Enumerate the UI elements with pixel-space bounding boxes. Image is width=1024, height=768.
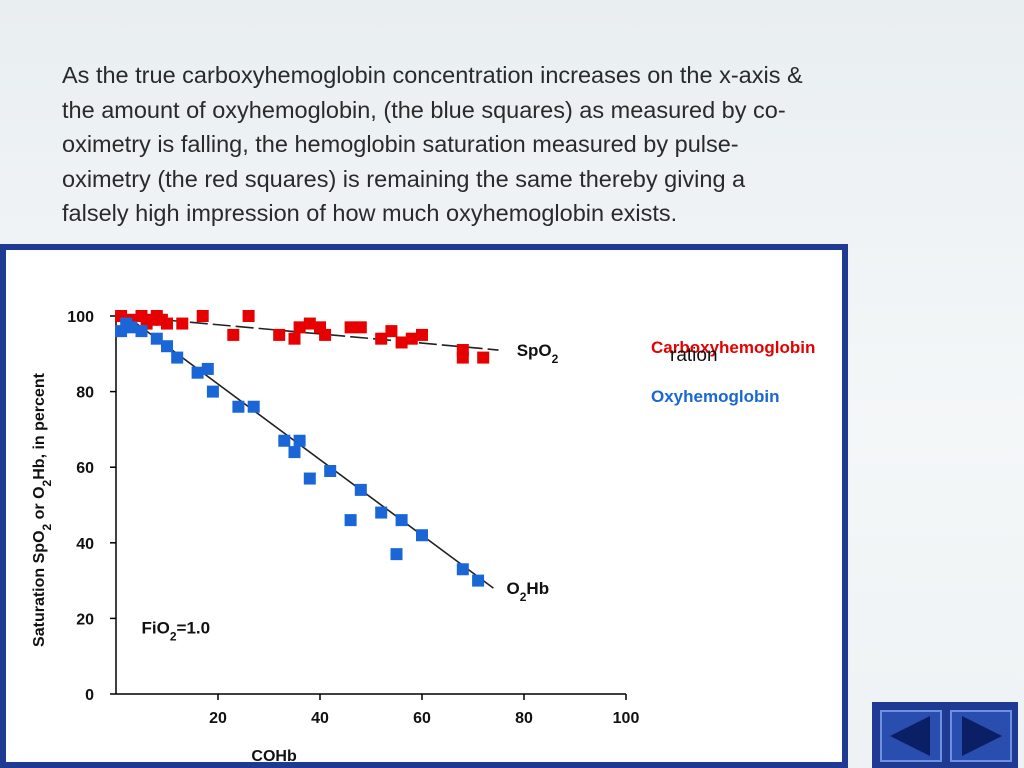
slide-nav-bar bbox=[872, 702, 1018, 768]
y-tick-label: 80 bbox=[76, 385, 94, 402]
spo2-point bbox=[375, 332, 388, 345]
spo2-point bbox=[161, 317, 173, 330]
x-tick-label: 40 bbox=[311, 710, 329, 727]
o2hb-point bbox=[201, 362, 214, 375]
next-slide-button[interactable] bbox=[950, 710, 1012, 762]
o2hb-point bbox=[135, 325, 148, 338]
spo2-point bbox=[456, 351, 469, 364]
spo2-point bbox=[242, 310, 255, 322]
o2hb-point bbox=[293, 434, 306, 447]
y-axis-title: Saturation SpO2 or O2Hb, in percent bbox=[31, 372, 54, 647]
o2hb-point bbox=[344, 514, 357, 527]
o2hb-point bbox=[206, 385, 219, 398]
o2hb-point bbox=[278, 434, 291, 447]
o2hb-point bbox=[161, 340, 173, 353]
o2hb-point bbox=[456, 563, 469, 576]
triangle-left-icon bbox=[880, 710, 942, 762]
spo2-point bbox=[385, 325, 398, 338]
spo2-line-label: SpO2 bbox=[517, 341, 559, 366]
o2hb-point bbox=[232, 400, 245, 413]
o2hb-point bbox=[288, 446, 301, 459]
y-tick-label: 20 bbox=[76, 611, 94, 628]
o2hb-point bbox=[354, 483, 367, 496]
o2hb-point bbox=[303, 472, 316, 485]
spo2-point bbox=[303, 317, 316, 330]
o2hb-point bbox=[395, 514, 408, 527]
o2hb-point bbox=[416, 529, 428, 542]
spo2-point bbox=[293, 321, 306, 334]
y-tick-label: 0 bbox=[85, 687, 94, 704]
spo2-point bbox=[273, 328, 286, 341]
chart-frame: 0 20 40 60 80 100 20 40 60 80 100 COHb Saturation Sp… bbox=[0, 244, 848, 768]
o2hb-point bbox=[247, 400, 260, 413]
o2hb-line-label: O2Hb bbox=[507, 579, 550, 604]
previous-slide-button[interactable] bbox=[880, 710, 942, 762]
y-tick-label: 60 bbox=[76, 460, 94, 477]
o2hb-point bbox=[375, 506, 388, 519]
chart-legend: Carboxyhemoglobin ration Oxyhemoglobin bbox=[651, 338, 815, 406]
spo2-point bbox=[319, 328, 332, 341]
legend-oxyhemoglobin: Oxyhemoglobin bbox=[651, 387, 779, 406]
o2hb-point bbox=[171, 351, 184, 364]
o2hb-point bbox=[125, 321, 138, 334]
x-tick-label: 20 bbox=[209, 710, 227, 727]
spo2-point bbox=[196, 310, 209, 322]
spo2-point bbox=[344, 321, 357, 334]
spo2-point bbox=[288, 332, 301, 345]
o2hb-point bbox=[390, 548, 403, 561]
x-tick-label: 100 bbox=[613, 710, 640, 727]
y-tick-label: 40 bbox=[76, 536, 94, 553]
fio2-annotation: FiO2=1.0 bbox=[142, 619, 211, 644]
spo2-point bbox=[405, 332, 418, 345]
o2hb-point bbox=[324, 464, 337, 477]
spo2-point bbox=[176, 317, 189, 330]
chart-labels: SpO2 O2Hb FiO2=1.0 bbox=[142, 341, 559, 644]
spo2-point bbox=[416, 328, 428, 341]
chart-svg: 0 20 40 60 80 100 20 40 60 80 100 COHb Saturation Sp… bbox=[31, 309, 815, 762]
slide-body-text: As the true carboxyhemoglobin concentrat… bbox=[62, 62, 803, 226]
triangle-right-icon bbox=[950, 710, 1012, 762]
legend-overlap-fragment: ration bbox=[670, 345, 718, 366]
o2hb-fit-line bbox=[125, 315, 494, 589]
spo2-point bbox=[477, 351, 490, 364]
data-points bbox=[115, 310, 490, 587]
spo2-point bbox=[227, 328, 240, 341]
spo2-point bbox=[354, 321, 367, 334]
x-tick-label: 60 bbox=[413, 710, 431, 727]
o2hb-point bbox=[191, 366, 204, 379]
y-tick-label: 100 bbox=[67, 309, 94, 326]
legend-carboxyhemoglobin: Carboxyhemoglobin bbox=[651, 338, 815, 357]
spo2-point bbox=[395, 336, 408, 349]
o2hb-point bbox=[150, 332, 163, 345]
chart-axes: 0 20 40 60 80 100 20 40 60 80 100 COHb Saturation Sp… bbox=[31, 309, 639, 762]
o2hb-point bbox=[472, 574, 485, 587]
x-tick-label: 80 bbox=[515, 710, 533, 727]
x-axis-title: COHb bbox=[251, 748, 297, 762]
